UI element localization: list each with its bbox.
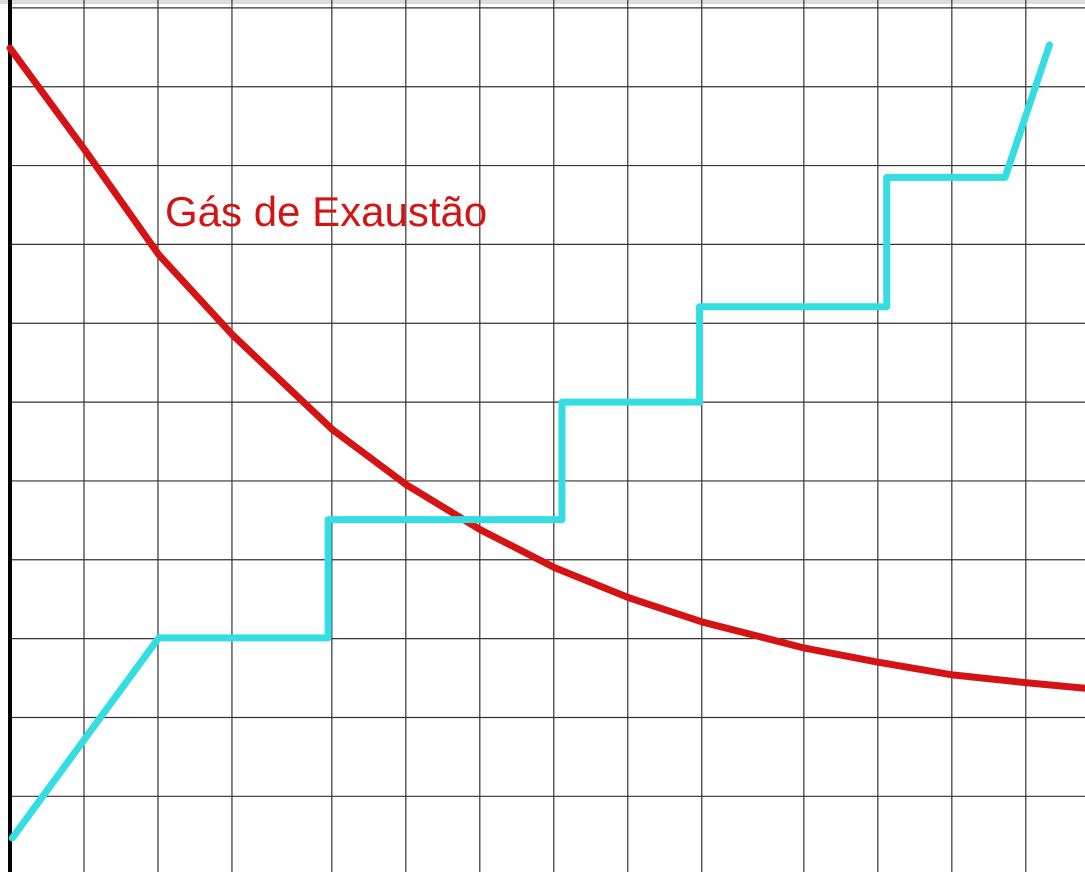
line: [6, 44, 1085, 692]
top-border: [0, 0, 1085, 4]
line: [8, 41, 1053, 842]
lines: [6, 41, 1085, 842]
grid: [9, 0, 1085, 872]
annotation: Gás de Exaustão: [165, 188, 487, 235]
